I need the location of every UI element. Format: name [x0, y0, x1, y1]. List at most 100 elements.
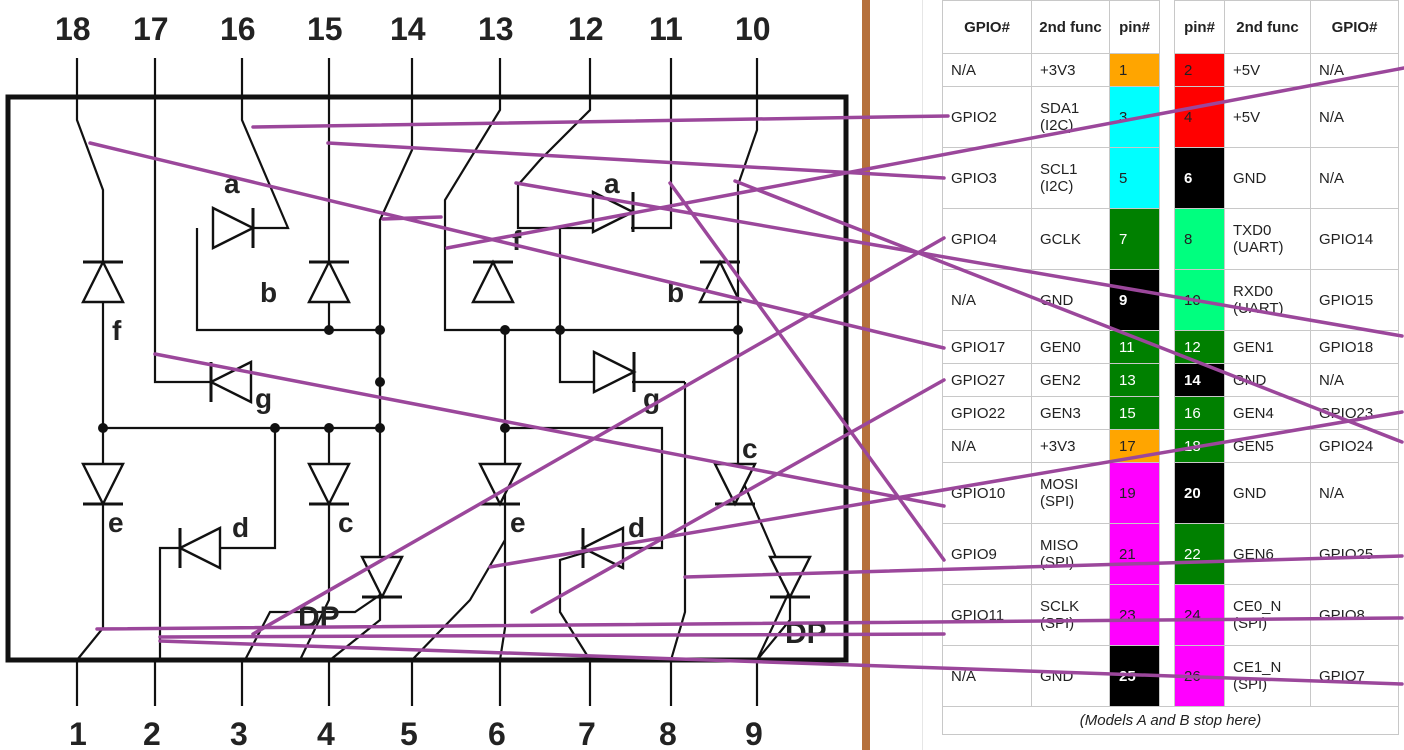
gap-cell — [1159, 429, 1175, 463]
segment-g1-diode — [208, 360, 253, 404]
func-left: +3V3 — [1031, 53, 1110, 87]
circuit-wire — [240, 97, 290, 230]
circuit-wire — [669, 382, 687, 661]
gpio-left: GPIO11 — [942, 584, 1032, 646]
table-margin — [870, 0, 923, 750]
func-right: +5V — [1224, 86, 1311, 148]
table-row: GPIO4 GCLK 7 8 TXD0 (UART) GPIO14 — [942, 208, 1399, 270]
junction-dot — [324, 423, 334, 433]
circuit-wire — [411, 539, 506, 661]
bottom-pin-number: 5 — [400, 716, 418, 750]
func-right: CE1_N (SPI) — [1224, 645, 1311, 707]
junction-dot — [324, 325, 334, 335]
gpio-right: GPIO15 — [1310, 269, 1399, 331]
func-right: GND — [1224, 462, 1311, 524]
segment-e1-diode — [81, 462, 125, 507]
gpio-left: GPIO2 — [942, 86, 1032, 148]
gpio-right: N/A — [1310, 86, 1399, 148]
gpio-left: N/A — [942, 645, 1032, 707]
gpio-pinout-table: GPIO# 2nd func pin# pin# 2nd func GPIO# … — [942, 0, 1399, 735]
top-pin-number: 13 — [478, 11, 514, 47]
pin-right: 20 — [1174, 462, 1225, 524]
func-left: MISO (SPI) — [1031, 523, 1110, 585]
segment-label-dp2: DP — [785, 617, 827, 650]
gap-cell — [1159, 208, 1175, 270]
segment-label-a2: a — [604, 168, 620, 199]
pin-right: 4 — [1174, 86, 1225, 148]
pin-left: 15 — [1109, 396, 1160, 430]
package-outline — [5, 94, 849, 663]
junction-dot — [98, 423, 108, 433]
segment-label-c2: c — [742, 433, 758, 464]
gap-cell — [1159, 363, 1175, 397]
bottom-pin-number: 1 — [69, 716, 87, 750]
circuit-wire — [736, 330, 792, 661]
func-left: SDA1 (I2C) — [1031, 86, 1110, 148]
func-left: GND — [1031, 269, 1110, 331]
gpio-right: GPIO23 — [1310, 396, 1399, 430]
gpio-right: GPIO14 — [1310, 208, 1399, 270]
segment-d2-diode — [580, 526, 625, 570]
pin-right: 8 — [1174, 208, 1225, 270]
circuit-wire — [153, 97, 218, 384]
junction-dot — [270, 423, 280, 433]
segment-label-g2: g — [643, 383, 660, 414]
func-left: GEN3 — [1031, 396, 1110, 430]
top-pin-number: 11 — [649, 11, 683, 47]
junction-dot — [375, 325, 385, 335]
pin-left: 23 — [1109, 584, 1160, 646]
junction-dot — [375, 423, 385, 433]
pin-right: 18 — [1174, 429, 1225, 463]
segment-b1-diode — [307, 259, 351, 304]
segment-label-d2: d — [628, 512, 645, 543]
pin-left: 9 — [1109, 269, 1160, 331]
func-right: GEN4 — [1224, 396, 1311, 430]
table-row: GPIO10 MOSI (SPI) 19 20 GND N/A — [942, 462, 1399, 524]
segment-label-b1: b — [260, 277, 277, 308]
circuit-wire — [75, 97, 105, 661]
bottom-pin-number: 2 — [143, 716, 161, 750]
gap-cell — [1159, 86, 1175, 148]
circuit-wire — [558, 546, 601, 661]
top-pin-number: 18 — [55, 11, 91, 47]
gpio-right: GPIO24 — [1310, 429, 1399, 463]
gap-cell — [1159, 462, 1175, 524]
table-row: GPIO11 SCLK (SPI) 23 24 CE0_N (SPI) GPIO8 — [942, 584, 1399, 646]
bottom-pin-number: 9 — [745, 716, 763, 750]
panel-divider — [862, 0, 870, 750]
func-right: GND — [1224, 147, 1311, 209]
gpio-right: N/A — [1310, 462, 1399, 524]
table-row: GPIO17 GEN0 11 12 GEN1 GPIO18 — [942, 330, 1399, 364]
pin-right: 6 — [1174, 147, 1225, 209]
gpio-left: N/A — [942, 53, 1032, 87]
models-note: (Models A and B stop here) — [942, 706, 1399, 735]
table-note-row: (Models A and B stop here) — [942, 706, 1399, 735]
gap-cell — [1159, 147, 1175, 209]
col-header-gpio-left: GPIO# — [942, 0, 1032, 54]
table-row: GPIO2 SDA1 (I2C) 3 4 +5V N/A — [942, 86, 1399, 148]
segment-a1-diode — [211, 206, 256, 250]
pin-left: 5 — [1109, 147, 1160, 209]
gpio-right: N/A — [1310, 147, 1399, 209]
table-row: GPIO27 GEN2 13 14 GND N/A — [942, 363, 1399, 397]
segment-c1-diode — [307, 462, 351, 507]
col-header-gpio-right: GPIO# — [1310, 0, 1399, 54]
table-row: GPIO22 GEN3 15 16 GEN4 GPIO23 — [942, 396, 1399, 430]
pin-left: 1 — [1109, 53, 1160, 87]
table-row: N/A GND 25 26 CE1_N (SPI) GPIO7 — [942, 645, 1399, 707]
junction-dot — [555, 325, 565, 335]
func-right: GEN5 — [1224, 429, 1311, 463]
col-header-gap — [1159, 0, 1175, 54]
gpio-right: N/A — [1310, 53, 1399, 87]
table-row: GPIO9 MISO (SPI) 21 22 GEN6 GPIO25 — [942, 523, 1399, 585]
func-left: SCL1 (I2C) — [1031, 147, 1110, 209]
pin-left: 19 — [1109, 462, 1160, 524]
table-row: N/A +3V3 1 2 +5V N/A — [942, 53, 1399, 87]
gpio-left: N/A — [942, 429, 1032, 463]
segment-label-d1: d — [232, 512, 249, 543]
func-left: SCLK (SPI) — [1031, 584, 1110, 646]
gpio-right: GPIO7 — [1310, 645, 1399, 707]
top-pin-number: 14 — [390, 11, 426, 47]
pin-left: 3 — [1109, 86, 1160, 148]
gpio-right: GPIO18 — [1310, 330, 1399, 364]
